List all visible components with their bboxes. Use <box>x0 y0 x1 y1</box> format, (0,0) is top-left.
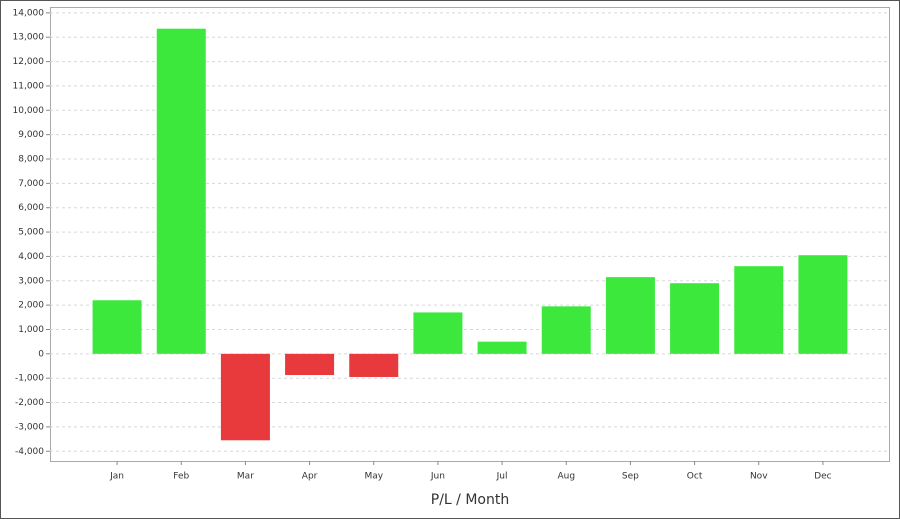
y-tick-label: -3,000 <box>15 422 44 432</box>
bar <box>477 341 527 354</box>
x-tick-label: Mar <box>237 472 254 482</box>
bar <box>92 300 142 354</box>
bar <box>285 353 335 376</box>
x-tick-label: Sep <box>622 472 639 482</box>
x-tick-label: Nov <box>750 472 768 482</box>
y-tick-label: 3,000 <box>18 276 44 286</box>
x-tick-label: Apr <box>302 472 318 482</box>
y-tick-label: 13,000 <box>13 33 45 43</box>
y-tick-label: 7,000 <box>18 179 44 189</box>
x-axis-label: P/L / Month <box>431 492 509 508</box>
y-tick-label: 8,000 <box>18 155 44 165</box>
y-tick-label: 9,000 <box>18 130 44 140</box>
y-tick-label: -1,000 <box>15 374 44 384</box>
x-tick-label: Oct <box>687 472 703 482</box>
x-tick-label: Aug <box>557 472 575 482</box>
y-tick-label: 14,000 <box>13 8 45 18</box>
bar <box>605 277 655 354</box>
x-tick-label: Jul <box>496 472 508 482</box>
x-tick-label: Jan <box>109 472 124 482</box>
x-tick-label: Feb <box>173 472 189 482</box>
bar <box>413 312 463 354</box>
x-tick-label: May <box>364 472 383 482</box>
bar <box>156 28 206 354</box>
y-tick-label: 6,000 <box>18 203 44 213</box>
y-tick-label: 1,000 <box>18 325 44 335</box>
bar <box>220 353 270 441</box>
y-tick-label: 11,000 <box>13 81 45 91</box>
y-tick-label: -4,000 <box>15 447 44 457</box>
bar <box>541 306 591 354</box>
x-tick-label: Jun <box>430 472 445 482</box>
y-tick-label: -2,000 <box>15 398 44 408</box>
x-tick-label: Dec <box>814 472 831 482</box>
y-tick-label: 0 <box>38 349 44 359</box>
bar <box>670 283 720 354</box>
y-tick-label: 2,000 <box>18 301 44 311</box>
bar <box>798 255 848 354</box>
y-tick-label: 4,000 <box>18 252 44 262</box>
y-tick-label: 10,000 <box>13 106 45 116</box>
bar <box>349 353 399 377</box>
bar <box>734 266 784 354</box>
y-tick-label: 5,000 <box>18 228 44 238</box>
y-tick-label: 12,000 <box>13 57 45 67</box>
